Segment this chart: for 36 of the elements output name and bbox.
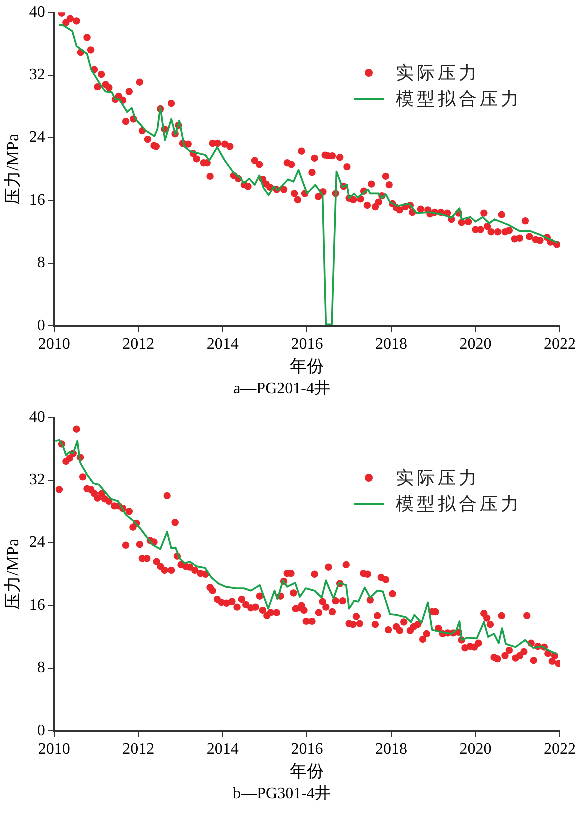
x-tick-label: 2018: [375, 336, 408, 354]
y-tick-label: 16: [29, 192, 46, 209]
y-tick-label: 8: [37, 254, 46, 272]
x-axis-title: 年份: [290, 357, 324, 376]
text: a—PG201-4井: [234, 380, 330, 398]
x-tick-label: 2020: [460, 741, 492, 758]
x-tick-label: 2022: [544, 741, 576, 758]
y-tick-label: 8: [37, 660, 46, 677]
legend-label: 模型拟合压力: [396, 88, 522, 111]
legend-label: 实际压力: [396, 467, 480, 490]
x-axis-title: 年份: [290, 762, 324, 782]
y-tick-label: 0: [37, 722, 46, 740]
y-tick-label: 40: [29, 408, 46, 426]
y-tick-label: 32: [29, 472, 46, 489]
y-tick-label: 40: [29, 4, 46, 21]
x-tick-label: 2012: [122, 741, 155, 758]
y-tick-label: 16: [29, 596, 46, 614]
x-tick-label: 2022: [544, 336, 576, 354]
text: b—PG301-4井: [233, 784, 331, 803]
y-tick-label: 0: [37, 317, 46, 334]
x-tick-label: 2018: [375, 741, 408, 758]
y-axis-title: 压力/MPa: [4, 134, 23, 205]
x-tick-label: 2016: [291, 336, 324, 354]
y-tick-label: 24: [29, 534, 46, 552]
y-axis-title: 压力/MPa: [4, 538, 23, 610]
x-tick-label: 2014: [206, 741, 239, 758]
x-tick-label: 2010: [38, 336, 70, 354]
legend-label: 模型拟合压力: [396, 493, 522, 516]
x-tick-label: 2012: [122, 336, 155, 354]
y-tick-label: 24: [29, 129, 46, 146]
x-tick-label: 2020: [460, 336, 492, 354]
legend-label: 实际压力: [396, 62, 480, 85]
y-tick-label: 32: [29, 66, 46, 84]
x-tick-label: 2010: [38, 741, 70, 758]
x-tick-label: 2014: [206, 336, 239, 354]
x-tick-label: 2016: [291, 741, 324, 758]
